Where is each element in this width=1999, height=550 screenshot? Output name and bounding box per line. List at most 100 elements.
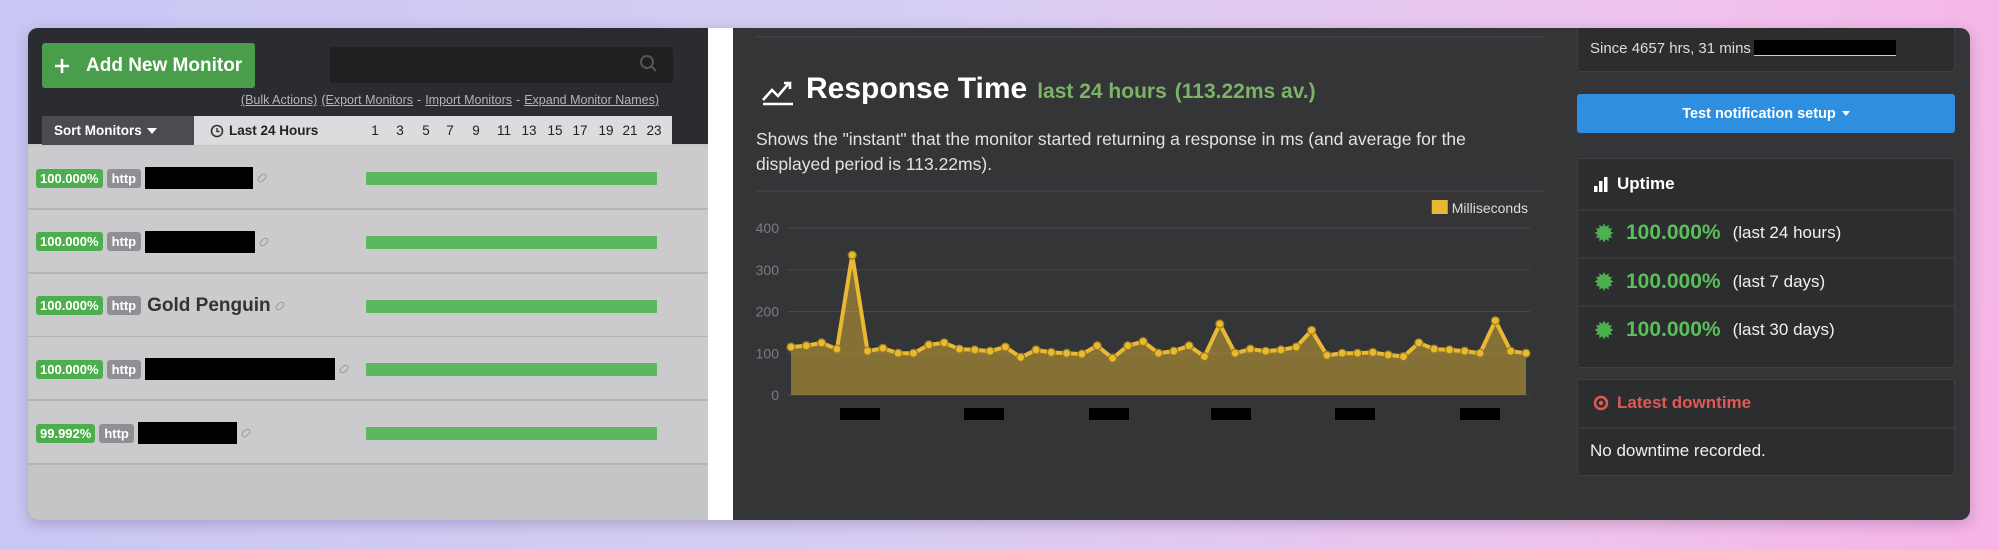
data-point [1460, 346, 1470, 356]
add-button-bg[interactable] [42, 43, 255, 88]
toolbar-link[interactable]: (Bulk Actions) [240, 93, 318, 107]
data-point [832, 344, 842, 354]
uptime-period: (last 30 days) [1732, 320, 1835, 339]
redacted-since [1753, 40, 1896, 56]
data-point [801, 341, 811, 351]
hour-tab[interactable]: 11 [496, 123, 511, 138]
toolbar-link[interactable]: - [417, 93, 422, 107]
data-point [1031, 345, 1041, 355]
series-area [791, 255, 1526, 395]
data-point [1062, 348, 1072, 358]
type-badge: http [106, 232, 142, 252]
data-point [1307, 325, 1317, 335]
sort-tab-label[interactable]: Sort Monitors [54, 123, 142, 138]
uptime-bar [366, 172, 657, 185]
type-badge: http [106, 296, 142, 316]
clock-icon [210, 124, 224, 138]
hour-tab[interactable]: 23 [646, 123, 662, 138]
data-point [985, 346, 995, 356]
data-point [924, 340, 934, 350]
hour-tab[interactable]: 15 [547, 123, 563, 138]
panel-description: Shows the "instant" that the monitor sta… [756, 129, 1466, 174]
period-tab-label[interactable]: Last 24 Hours [229, 123, 319, 138]
search-box[interactable] [330, 47, 673, 83]
data-point [1444, 345, 1455, 355]
uptime-value: 100.000% [1626, 318, 1721, 341]
period-tab[interactable] [194, 116, 672, 145]
uptime-value: 100.000% [1626, 221, 1721, 244]
uptime-badge-icon [1594, 223, 1614, 243]
add-button-label[interactable]: Add New Monitor [86, 55, 243, 76]
hour-tab[interactable]: 1 [371, 123, 379, 138]
redacted-name [137, 422, 237, 445]
data-point [1490, 316, 1500, 326]
uptime-value: 100.000% [1626, 269, 1721, 293]
toolbar-link[interactable]: (Export Monitors [321, 93, 414, 107]
redacted-name [145, 167, 254, 189]
toolbar-link[interactable]: Import Monitors [425, 93, 513, 107]
data-point [1398, 351, 1409, 362]
bars-icon [1594, 177, 1608, 192]
uptime-badge: 100.000% [36, 168, 103, 188]
data-point [1291, 342, 1301, 352]
data-point [1368, 347, 1378, 358]
data-point [1521, 348, 1531, 358]
plus-icon [55, 59, 69, 73]
data-point [1092, 341, 1102, 351]
data-point [954, 344, 965, 354]
data-point [1153, 348, 1164, 358]
toolbar-link[interactable]: - [516, 93, 521, 107]
divider [708, 28, 733, 520]
notify-button-label: Test notification setup [1682, 105, 1836, 122]
hour-tab[interactable]: 21 [622, 123, 638, 138]
uptime-row: 100.000% (last 30 days) [1626, 316, 1946, 344]
data-point [1138, 336, 1148, 347]
data-point [1261, 346, 1271, 356]
uptime-bar [366, 427, 657, 441]
downtime-text: No downtime recorded. [1590, 441, 1766, 460]
search-icon [640, 55, 654, 69]
type-badge: http [99, 423, 134, 443]
data-point [1352, 348, 1363, 358]
hour-tab[interactable]: 3 [396, 123, 404, 138]
data-point [1169, 346, 1179, 356]
uptime-period: (last 7 days) [1732, 271, 1826, 291]
data-point [1230, 348, 1240, 358]
y-tick-label: 400 [756, 220, 780, 236]
data-point [1383, 350, 1393, 360]
data-point [1245, 344, 1255, 354]
legend-label: Milliseconds [1452, 200, 1528, 216]
data-point [1199, 351, 1210, 362]
panel-average: (113.22ms av.) [1174, 80, 1316, 103]
uptime-row: 100.000% (last 7 days) [1626, 268, 1946, 296]
hour-tab[interactable]: 17 [572, 123, 588, 138]
data-point [939, 338, 949, 348]
clock-hands [216, 128, 220, 133]
uptime-title: Uptime [1617, 174, 1675, 193]
uptime-badge: 99.992% [36, 423, 96, 443]
hour-tab[interactable]: 5 [422, 123, 430, 138]
sort-tab[interactable] [42, 116, 194, 145]
data-point [817, 338, 827, 348]
data-point [1107, 353, 1118, 363]
hour-tab[interactable]: 19 [598, 123, 614, 138]
hour-tab[interactable]: 7 [446, 123, 454, 138]
panel-title: Response Time [806, 72, 1028, 105]
data-point [970, 345, 980, 355]
uptime-badge-icon [1594, 320, 1614, 340]
data-point [1215, 319, 1225, 329]
hour-tab[interactable]: 9 [472, 123, 480, 138]
hour-tab[interactable]: 13 [521, 123, 537, 138]
data-point [1077, 349, 1087, 359]
toolbar-link[interactable]: Expand Monitor Names) [524, 93, 659, 107]
redacted-name [145, 230, 256, 253]
notify-button[interactable]: Test notification setup [1577, 94, 1955, 133]
y-tick-label: 200 [756, 304, 780, 320]
data-point [1276, 345, 1286, 355]
data-point [1429, 344, 1439, 354]
notify-caret [1841, 111, 1850, 116]
uptime-badge: 100.000% [36, 359, 103, 379]
data-point [1184, 341, 1194, 351]
